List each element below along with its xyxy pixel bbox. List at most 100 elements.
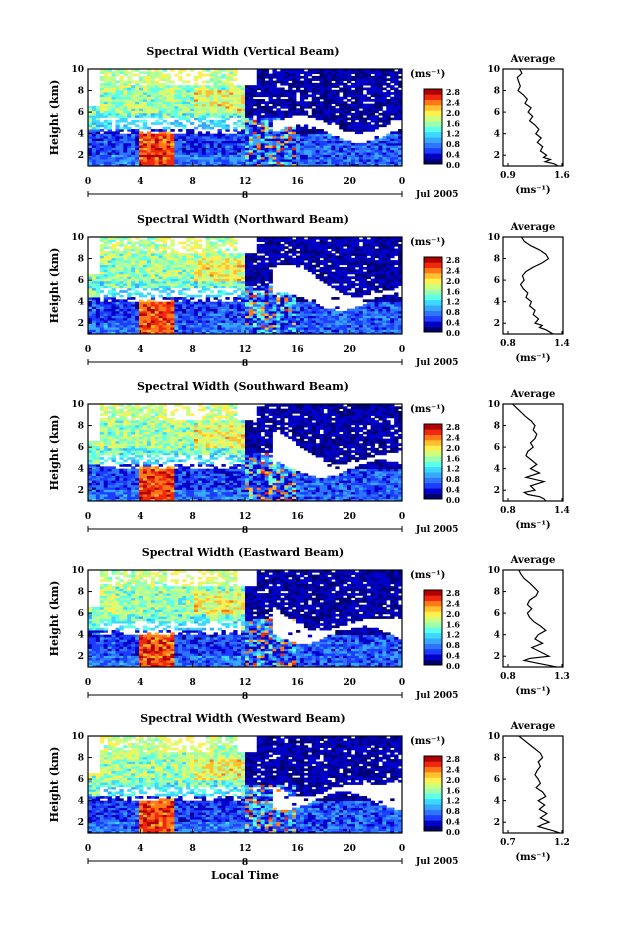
heatmap-cell [119,285,124,289]
heatmap-cell [299,237,305,240]
heatmap-cell [296,138,301,141]
heatmap-cell [276,147,281,151]
heatmap-cell [197,112,203,116]
heatmap-cell [162,101,167,105]
heatmap-cell [292,147,297,151]
heatmap-cell [347,71,352,75]
heatmap-cell [264,324,269,328]
heatmap-cell [186,287,191,291]
heatmap-cell [299,324,305,328]
heatmap-cell [162,73,167,77]
heatmap-cell [245,159,250,162]
heatmap-cell [166,280,171,284]
heatmap-cell [248,306,254,309]
heatmap-cell [217,99,222,102]
heatmap-cell [107,99,112,102]
heatmap-cell [394,71,399,75]
heatmap-cell [205,133,211,137]
heatmap-cell [339,122,344,125]
heatmap-cell [264,322,269,326]
heatmap-cell [350,96,356,100]
heatmap-cell [135,255,140,259]
heatmap-cell [178,103,183,107]
heatmap-cell [205,331,211,335]
heatmap-cell [268,313,273,316]
heatmap-cell [303,163,309,167]
heatmap-cell [131,324,136,328]
heatmap-cell [186,283,191,286]
heatmap-cell [311,241,317,245]
heatmap-cell [252,303,258,307]
heatmap-cell [225,257,230,261]
heatmap-cell [127,310,132,314]
heatmap-cell [201,110,207,114]
heatmap-cell [256,280,262,284]
heatmap-cell [229,278,234,282]
heatmap-cell [162,78,167,81]
heatmap-cell [197,101,203,105]
heatmap-cell [248,285,254,289]
heatmap-cell [123,145,128,148]
heatmap-cell [378,73,383,77]
heatmap-cell [237,301,242,305]
heatmap-cell [307,145,313,148]
heatmap-cell [142,103,148,107]
heatmap-cell [170,248,175,252]
heatmap-cell [190,154,195,158]
heatmap-cell [135,250,140,254]
heatmap-cell [221,262,226,266]
heatmap-cell [248,262,254,266]
heatmap-cell [288,85,293,88]
heatmap-cell [197,253,203,256]
heatmap-cell [111,313,116,316]
heatmap-cell [139,253,144,256]
colorbar-segment [424,99,442,106]
heatmap-cell [378,154,383,158]
heatmap-cell [190,285,195,289]
heatmap-cell [233,313,238,316]
heatmap-cell [252,290,258,293]
heatmap-cell [139,75,144,79]
heatmap-cell [350,94,356,98]
heatmap-cell [193,310,199,314]
heatmap-cell [374,161,379,165]
heatmap-cell [362,122,368,125]
heatmap-cell [213,331,218,335]
heatmap-cell [213,159,218,162]
heatmap-cell [362,147,368,151]
heatmap-cell [162,273,167,277]
heatmap-cell [248,253,254,256]
heatmap-cell [303,112,309,116]
heatmap-cell [299,299,305,303]
heatmap-cell [260,257,266,261]
heatmap-cell [135,119,140,123]
heatmap-cell [166,237,171,240]
heatmap-cell [193,280,199,284]
heatmap-cell [378,80,383,84]
heatmap-cell [343,149,348,153]
heatmap-cell [280,301,285,305]
heatmap-cell [241,89,246,93]
panel-1: Spectral Width (Northward Beam)246810Hei… [48,213,570,369]
heatmap-cell [193,294,199,298]
heatmap-cell [252,110,258,114]
heatmap-cell [350,82,356,86]
heatmap-cell [99,324,105,328]
heatmap-cell [158,131,163,135]
heatmap-cell [327,327,332,330]
heatmap-cell [142,115,148,118]
heatmap-cell [111,131,116,135]
heatmap-cell [205,239,211,243]
heatmap-cell [193,285,199,289]
heatmap-cell [95,317,101,321]
heatmap-cell [170,269,175,273]
heatmap-cell [288,87,293,91]
heatmap-cell [347,142,352,146]
heatmap-cell [201,159,207,162]
heatmap-cell [88,283,93,286]
heatmap-cell [111,105,116,109]
heatmap-cell [115,331,120,335]
heatmap-cell [127,101,132,105]
heatmap-cell [115,324,120,328]
heatmap-cell [146,159,152,162]
